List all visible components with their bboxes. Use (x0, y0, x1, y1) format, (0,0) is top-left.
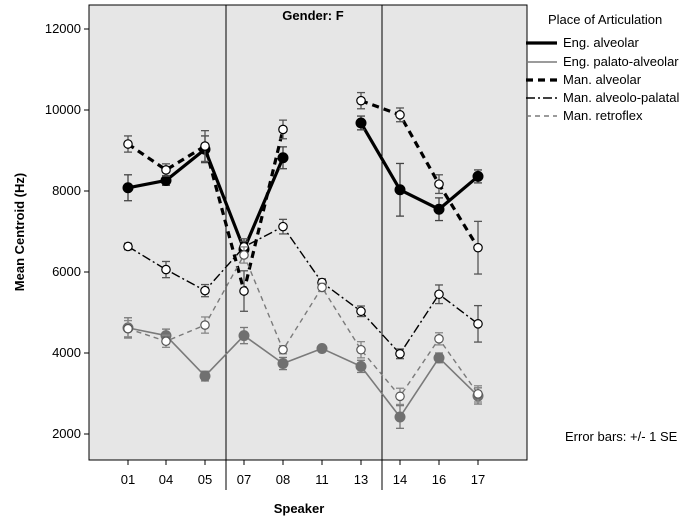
data-point (395, 110, 405, 120)
series-line (127, 327, 479, 418)
data-point (356, 95, 366, 106)
data-point (161, 264, 171, 275)
data-point (394, 184, 406, 196)
series-man-alveolo-palatal (123, 218, 483, 360)
x-tick-label: 08 (276, 472, 290, 487)
x-tick-label: 07 (237, 472, 251, 487)
data-point (394, 411, 406, 423)
error-bars-note: Error bars: +/- 1 SE (565, 429, 678, 444)
data-point (317, 282, 327, 293)
data-point (356, 344, 366, 355)
legend: Place of Articulation Eng. alveolar Eng. … (526, 12, 679, 123)
series-line (127, 254, 479, 398)
series-line (359, 122, 480, 211)
series-line (127, 129, 285, 293)
series-layer (122, 91, 484, 429)
data-point (238, 330, 250, 342)
data-point (434, 289, 444, 300)
data-point (161, 336, 171, 347)
x-tick-label: 01 (121, 472, 135, 487)
legend-label: Eng. alveolar (563, 35, 640, 50)
data-point (278, 221, 288, 232)
y-tick-label: 10000 (45, 102, 81, 117)
series-line (360, 99, 480, 249)
data-point (434, 179, 444, 189)
legend-label: Man. alveolo-palatal (563, 90, 679, 105)
data-point (356, 306, 366, 317)
y-tick-label: 8000 (52, 183, 81, 198)
y-tick-label: 4000 (52, 345, 81, 360)
plot-frame (88, 4, 528, 461)
data-point (161, 165, 171, 175)
data-point (123, 139, 133, 149)
legend-entry: Eng. palato-alveolar (526, 54, 679, 69)
legend-entry: Man. alveolo-palatal (526, 90, 679, 105)
x-axis-title: Speaker (274, 501, 325, 516)
x-tick-label: 16 (432, 472, 446, 487)
panel-title: Gender: F (282, 8, 343, 23)
x-tick-label: 11 (315, 472, 329, 487)
legend-title: Place of Articulation (548, 12, 662, 27)
data-point (277, 152, 289, 164)
data-point (199, 370, 211, 382)
data-point (355, 360, 367, 372)
legend-entry: Eng. alveolar (526, 35, 640, 50)
data-point (239, 286, 249, 296)
x-tick-label: 04 (159, 472, 173, 487)
data-point (278, 124, 288, 135)
data-point (200, 141, 210, 151)
data-point (395, 349, 405, 359)
legend-label: Man. alveolar (563, 72, 642, 87)
x-tick-label: 13 (354, 472, 368, 487)
data-point (473, 242, 483, 253)
x-tick-label: 17 (471, 472, 485, 487)
data-point (434, 334, 444, 344)
plot-background (89, 5, 527, 460)
data-point (278, 344, 288, 355)
y-tick-label: 6000 (52, 264, 81, 279)
y-tick-label: 12000 (45, 21, 81, 36)
x-tick-label: 05 (198, 472, 212, 487)
y-tick-label: 2000 (52, 426, 81, 441)
legend-label: Man. retroflex (563, 108, 643, 123)
data-point (395, 391, 405, 402)
series-man-alveolar (123, 91, 483, 312)
data-point (123, 241, 133, 252)
legend-entry: Man. retroflex (526, 108, 643, 123)
data-point (239, 250, 249, 260)
series-man-retroflex (123, 246, 483, 406)
y-axis-title: Mean Centroid (Hz) (12, 173, 27, 291)
data-point (160, 174, 172, 186)
legend-label: Eng. palato-alveolar (563, 54, 679, 69)
data-point (200, 320, 210, 330)
data-point (123, 323, 133, 334)
data-point (355, 117, 367, 129)
data-point (122, 182, 134, 194)
data-point (200, 285, 210, 296)
series-line (127, 225, 479, 355)
data-point (433, 352, 445, 364)
data-point (473, 319, 483, 329)
data-point (472, 170, 484, 182)
legend-entry: Man. alveolar (526, 72, 642, 87)
data-point (316, 343, 328, 355)
data-point (277, 358, 289, 370)
y-axis: 2000 4000 6000 8000 10000 12000 (45, 21, 89, 441)
x-tick-label: 14 (393, 472, 407, 487)
x-axis: 01 04 05 07 08 11 13 14 16 17 (121, 460, 485, 490)
data-point (473, 389, 483, 399)
data-point (433, 203, 445, 215)
